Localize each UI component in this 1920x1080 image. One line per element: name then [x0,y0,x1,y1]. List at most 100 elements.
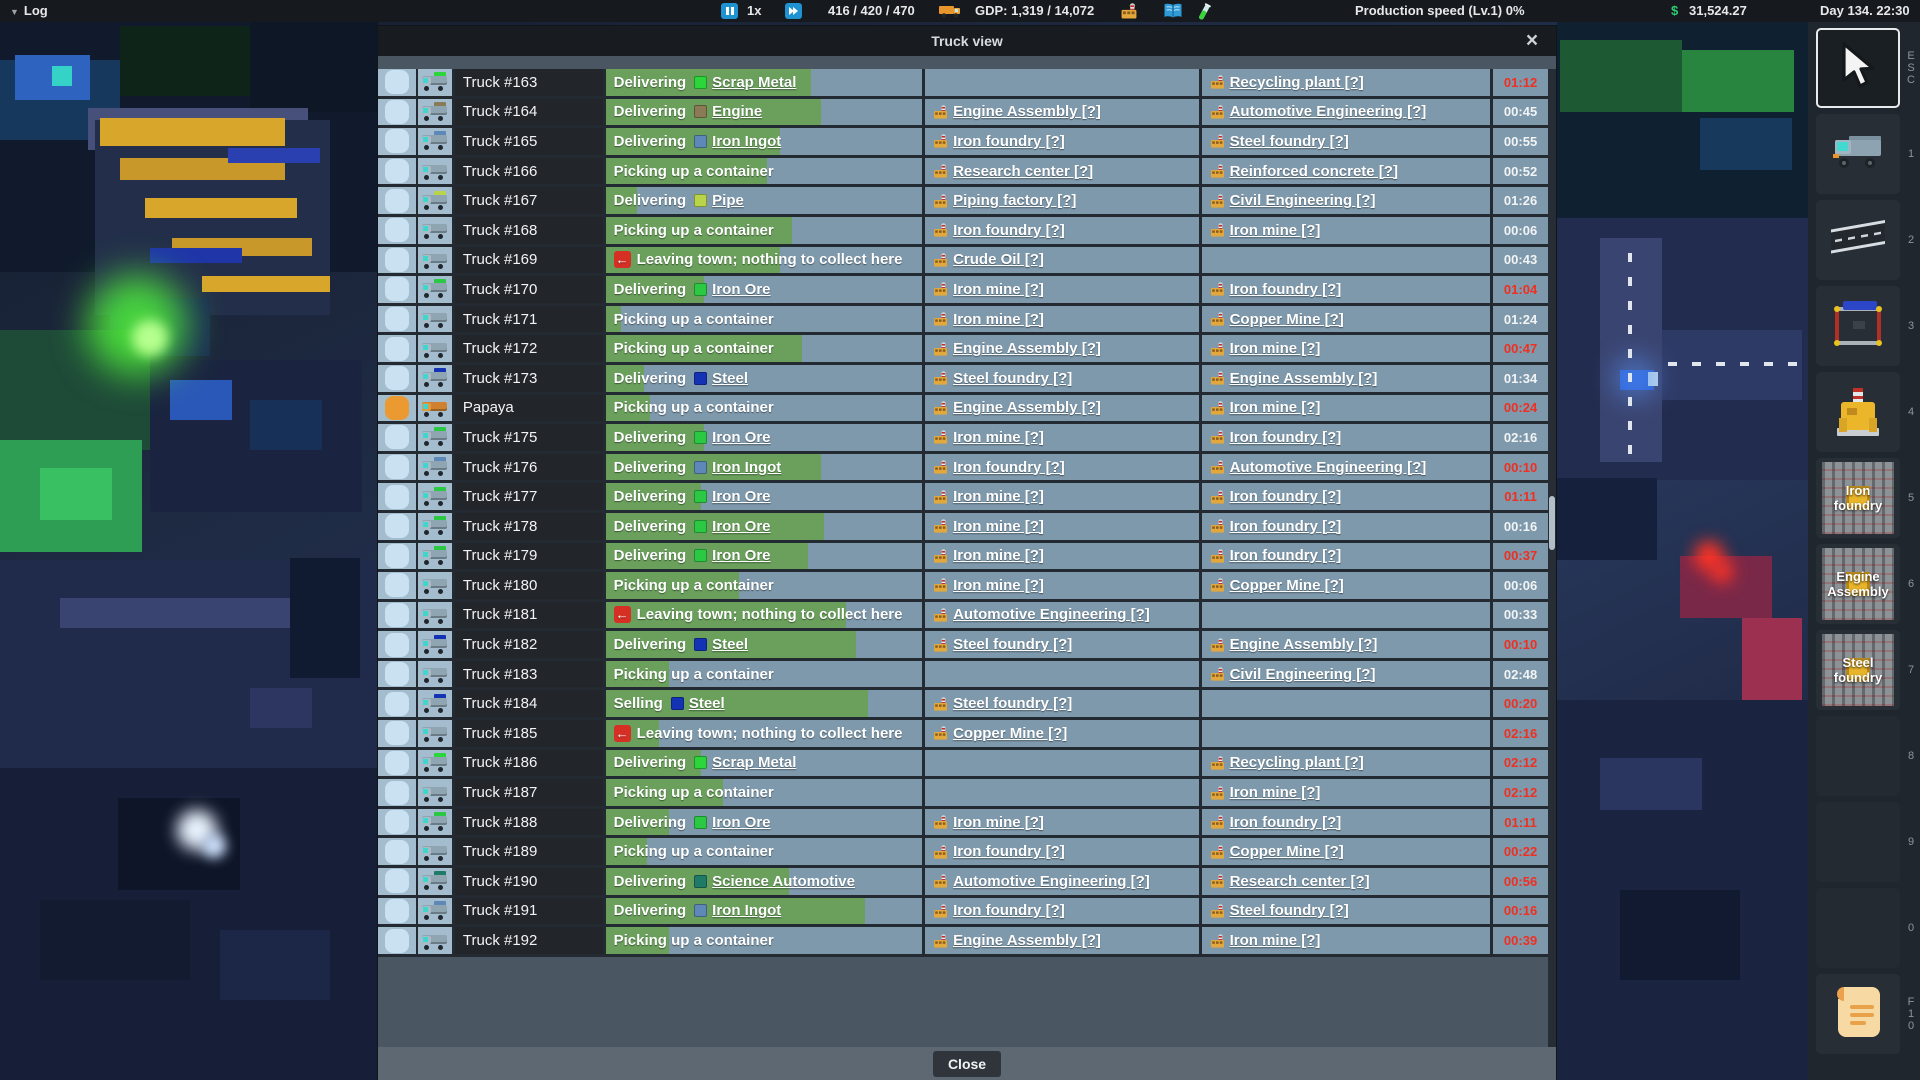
truck-row[interactable]: Truck #184 Selling Steel Steel foundry [… [378,690,1548,721]
truck-name[interactable]: Truck #185 [454,720,606,747]
destination-link[interactable]: Iron foundry [?] [1202,276,1491,303]
source-link[interactable]: Iron foundry [?] [925,898,1199,925]
cargo-link[interactable]: Pipe [712,192,744,210]
truck-row[interactable]: Truck #176 Delivering Iron Ingot Iron fo… [378,453,1548,484]
source-link[interactable]: Iron mine [?] [925,572,1199,599]
toolbar-slot-construction-tool[interactable] [1816,286,1900,366]
source-link[interactable]: Automotive Engineering [?] [925,602,1199,629]
truck-name[interactable]: Truck #187 [454,779,606,806]
source-link[interactable]: Piping factory [?] [925,187,1199,214]
row-checkbox[interactable] [378,216,418,244]
row-checkbox[interactable] [378,364,418,392]
cargo-link[interactable]: Iron Ore [712,813,771,831]
toolbar-slot-vehicle-tool[interactable] [1816,114,1900,194]
truck-row[interactable]: Truck #166 Picking up a container Resear… [378,157,1548,188]
cargo-link[interactable]: Iron Ore [712,428,771,446]
destination-link[interactable]: Copper Mine [?] [1202,838,1491,865]
truck-row[interactable]: Truck #173 Delivering Steel Steel foundr… [378,364,1548,395]
row-checkbox[interactable] [378,483,418,510]
row-checkbox[interactable] [378,720,418,747]
destination-link[interactable]: Iron mine [?] [1202,927,1491,954]
truck-name[interactable]: Truck #183 [454,660,606,688]
truck-name[interactable]: Truck #168 [454,216,606,244]
truck-name[interactable]: Truck #165 [454,128,606,155]
research-icon[interactable] [1196,3,1212,25]
row-checkbox[interactable] [378,187,418,214]
truck-row[interactable]: Truck #167 Delivering Pipe Piping factor… [378,187,1548,217]
source-link[interactable]: Iron foundry [?] [925,838,1199,865]
truck-name[interactable]: Truck #176 [454,453,606,481]
destination-link[interactable]: Steel foundry [?] [1202,898,1491,925]
row-checkbox[interactable] [378,927,418,954]
truck-row[interactable]: Truck #175 Delivering Iron Ore Iron mine… [378,424,1548,454]
truck-name[interactable]: Truck #192 [454,927,606,954]
cargo-link[interactable]: Iron Ore [712,517,771,535]
row-checkbox[interactable] [378,157,418,185]
truck-name[interactable]: Truck #170 [454,276,606,303]
destination-link[interactable]: Copper Mine [?] [1202,572,1491,599]
row-checkbox[interactable] [378,453,418,481]
truck-row[interactable]: Truck #188 Delivering Iron Ore Iron mine… [378,808,1548,839]
truck-name[interactable]: Truck #177 [454,483,606,510]
cargo-link[interactable]: Iron Ore [712,547,771,565]
truck-name[interactable]: Truck #178 [454,512,606,540]
close-button[interactable]: Close [932,1051,1002,1077]
truck-row[interactable]: Truck #179 Delivering Iron Ore Iron mine… [378,542,1548,573]
destination-link[interactable]: Iron foundry [?] [1202,543,1491,570]
row-checkbox[interactable] [378,749,418,777]
handbook-icon[interactable] [1163,3,1183,22]
row-checkbox[interactable] [378,305,418,333]
toolbar-slot-blueprint-engine-assembly[interactable]: Engine Assembly [1816,544,1900,624]
cargo-link[interactable]: Iron Ingot [712,902,782,920]
truck-row[interactable]: Truck #177 Delivering Iron Ore Iron mine… [378,483,1548,513]
truck-row[interactable]: Truck #186 Delivering Scrap Metal Recycl… [378,749,1548,780]
destination-link[interactable]: Reinforced concrete [?] [1202,158,1491,185]
source-link[interactable]: Steel foundry [?] [925,631,1199,658]
row-checkbox[interactable] [378,335,418,362]
cargo-link[interactable]: Science Automotive [712,872,855,890]
destination-link[interactable]: Research center [?] [1202,868,1491,895]
truck-name[interactable]: Truck #164 [454,98,606,126]
truck-row[interactable]: Truck #182 Delivering Steel Steel foundr… [378,631,1548,661]
destination-link[interactable]: Iron foundry [?] [1202,809,1491,836]
cargo-link[interactable]: Steel [688,695,725,713]
destination-link[interactable]: Iron mine [?] [1202,779,1491,806]
source-link[interactable]: Iron mine [?] [925,483,1199,510]
cargo-link[interactable]: Iron Ingot [712,458,782,476]
source-link[interactable]: Research center [?] [925,158,1199,185]
destination-link[interactable]: Iron foundry [?] [1202,483,1491,510]
destination-link[interactable]: Iron foundry [?] [1202,424,1491,451]
truck-name[interactable]: Truck #172 [454,335,606,362]
truck-name[interactable]: Truck #180 [454,572,606,599]
source-link[interactable]: Steel foundry [?] [925,690,1199,717]
destination-link[interactable]: Steel foundry [?] [1202,128,1491,155]
truck-row[interactable]: Truck #189 Picking up a container Iron f… [378,838,1548,869]
row-checkbox[interactable] [378,542,418,570]
source-link[interactable]: Copper Mine [?] [925,720,1199,747]
scrollbar-thumb[interactable] [1549,496,1555,550]
destination-link[interactable]: Engine Assembly [?] [1202,631,1491,658]
destination-link[interactable]: Iron mine [?] [1202,217,1491,244]
cargo-link[interactable]: Iron Ore [712,488,771,506]
toolbar-slot-machine-tool[interactable] [1816,372,1900,452]
truck-name[interactable]: Truck #163 [454,69,606,96]
truck-name[interactable]: Truck #179 [454,542,606,570]
truck-name[interactable]: Truck #173 [454,364,606,392]
row-checkbox[interactable] [378,98,418,126]
source-link[interactable]: Iron foundry [?] [925,128,1199,155]
destination-link[interactable]: Iron mine [?] [1202,335,1491,362]
toolbar-slot-blueprint-iron-foundry[interactable]: Iron foundry [1816,458,1900,538]
truck-row[interactable]: Truck #180 Picking up a container Iron m… [378,572,1548,602]
toolbar-slot-empty-slot-9[interactable] [1816,802,1900,882]
row-checkbox[interactable] [378,690,418,718]
source-link[interactable]: Iron mine [?] [925,513,1199,540]
toolbar-slot-road-tool[interactable] [1816,200,1900,280]
destination-link[interactable]: Iron mine [?] [1202,395,1491,422]
truck-row[interactable]: Truck #183 Picking up a container Civil … [378,660,1548,691]
row-checkbox[interactable] [378,897,418,925]
truck-name[interactable]: Truck #182 [454,631,606,658]
row-checkbox[interactable] [378,512,418,540]
truck-row[interactable]: Truck #170 Delivering Iron Ore Iron mine… [378,276,1548,306]
source-link[interactable]: Engine Assembly [?] [925,335,1199,362]
source-link[interactable]: Iron mine [?] [925,809,1199,836]
